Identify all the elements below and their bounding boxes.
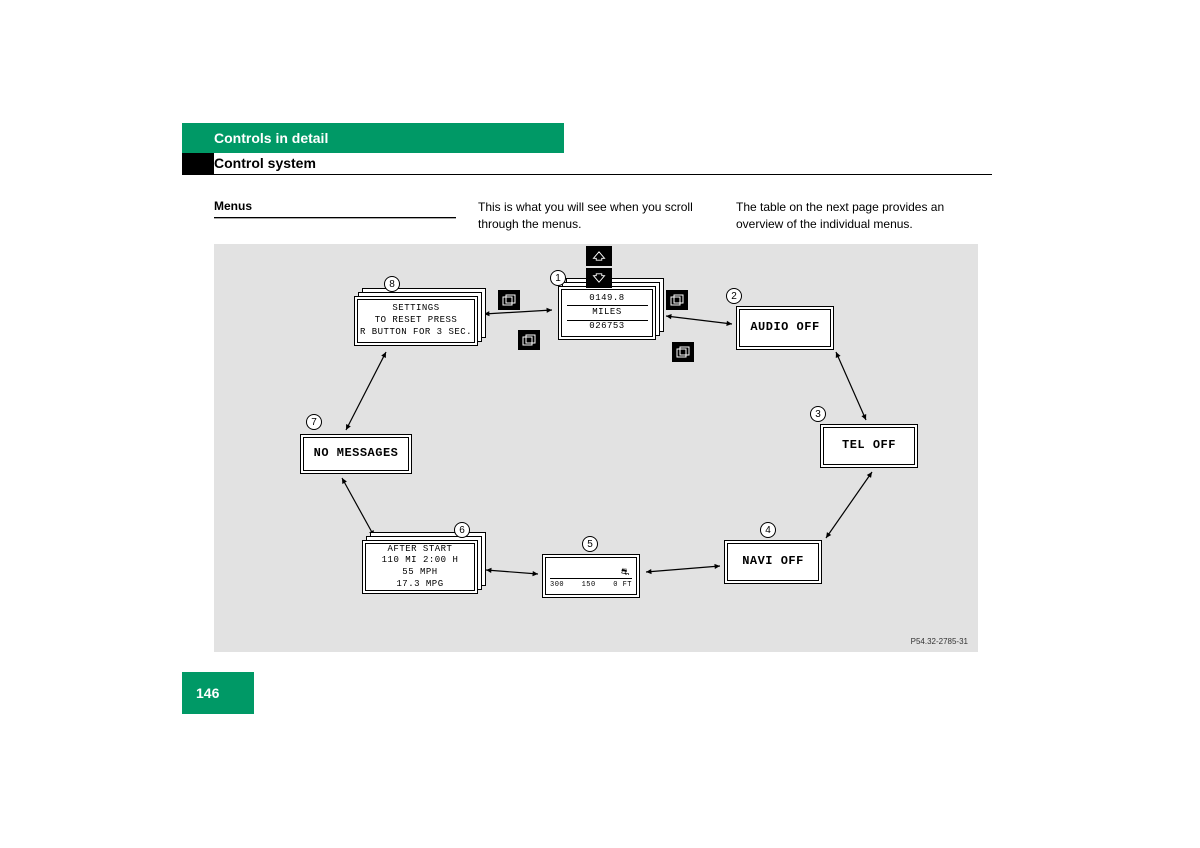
header-rule (214, 174, 992, 175)
menus-rule (214, 217, 456, 219)
callout-number-7: 7 (306, 414, 322, 430)
callout-number-2: 2 (726, 288, 742, 304)
page-button-icon (498, 290, 520, 310)
callout-number-5: 5 (582, 536, 598, 552)
callout-number-1: 1 (550, 270, 566, 286)
menus-heading: Menus (214, 199, 456, 213)
screen-content: AUDIO OFF (739, 309, 831, 347)
page-button-icon (672, 342, 694, 362)
menu-screen-2: AUDIO OFF (736, 306, 834, 350)
page-button-icon (518, 330, 540, 350)
page-number: 146 (196, 685, 219, 701)
callout-number-4: 4 (760, 522, 776, 538)
menu-diagram: P54.32-2785-31 0149.8MILES026753AUDIO OF… (214, 244, 978, 652)
scroll-up-icon (586, 246, 612, 266)
screen-content: AFTER START110 MI 2:00 H55 MPH17.3 MPG (365, 543, 475, 591)
menu-screen-4: NAVI OFF (724, 540, 822, 584)
screen-content: TEL OFF (823, 427, 915, 465)
page-button-icon (666, 290, 688, 310)
menu-screen-8: SETTINGSTO RESET PRESSR BUTTON FOR 3 SEC… (354, 296, 478, 346)
callout-number-6: 6 (454, 522, 470, 538)
menu-screen-1: 0149.8MILES026753 (558, 286, 656, 340)
screen-content: SETTINGSTO RESET PRESSR BUTTON FOR 3 SEC… (357, 299, 475, 343)
menu-screen-6: AFTER START110 MI 2:00 H55 MPH17.3 MPG (362, 540, 478, 594)
column-left: Menus (214, 199, 456, 219)
screen-content: NO MESSAGES (303, 437, 409, 471)
header-tab (182, 153, 214, 175)
callout-number-8: 8 (384, 276, 400, 292)
section-header: Controls in detail (182, 123, 564, 153)
column-right: The table on the next page provides an o… (736, 199, 974, 233)
screen-content: 3001500 FT⛐ (545, 557, 637, 595)
page-number-badge: 146 (182, 672, 254, 714)
column-mid: This is what you will see when you scrol… (478, 199, 716, 233)
menu-screen-7: NO MESSAGES (300, 434, 412, 474)
scroll-down-icon (586, 268, 612, 288)
screen-content: NAVI OFF (727, 543, 819, 581)
callout-number-3: 3 (810, 406, 826, 422)
section-subtitle: Control system (214, 155, 316, 171)
menu-screen-3: TEL OFF (820, 424, 918, 468)
screen-content: 0149.8MILES026753 (561, 289, 653, 337)
menu-screen-5: 3001500 FT⛐ (542, 554, 640, 598)
section-title: Controls in detail (214, 130, 328, 146)
